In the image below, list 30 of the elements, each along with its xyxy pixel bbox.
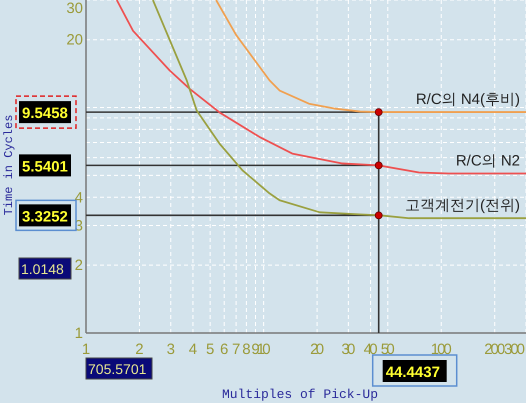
x-tick-label: 3: [166, 341, 175, 358]
y-tick-label: 1: [74, 325, 83, 342]
y-tick-label: 4: [74, 189, 83, 206]
text: 705.5701: [88, 361, 147, 377]
x-tick-label: 20: [310, 341, 324, 358]
x-tick-label: 30: [341, 341, 356, 358]
y-tick-label: 20: [66, 32, 83, 49]
x-tick-label: 300: [504, 341, 525, 358]
ref-line-label: 9.5458: [22, 105, 68, 122]
x-tick-label: 6: [220, 341, 228, 358]
x-tick-label: 7: [232, 341, 240, 358]
ref-line-label: 5.5401: [22, 158, 68, 176]
x-tick-label: 100: [430, 341, 452, 358]
y-tick-label: 2: [74, 257, 83, 274]
x-axis-title: Multiples of Pick-Up: [222, 387, 378, 402]
x-tick-label: 5: [206, 341, 214, 358]
x-tick-label: 200: [484, 341, 506, 358]
ref-line-label: 3.3252: [22, 208, 68, 226]
series-label: R/C의 N2: [456, 152, 520, 170]
x-tick-label: 8: [242, 341, 251, 358]
series-label: R/C의 N4(후비): [416, 91, 520, 108]
y-axis-title: Time in Cycles: [2, 114, 16, 216]
series-label: 고객계전기(전위): [405, 197, 520, 214]
x-tick-label: 40: [364, 341, 378, 358]
ref-line-label: 44.4437: [386, 364, 440, 381]
text: 1.0148: [21, 261, 64, 277]
x-tick-label: 2: [135, 341, 144, 358]
x-tick-label: 4: [188, 341, 198, 358]
y-tick-label: 30: [66, 0, 83, 17]
x-tick-label: 50: [380, 341, 395, 358]
